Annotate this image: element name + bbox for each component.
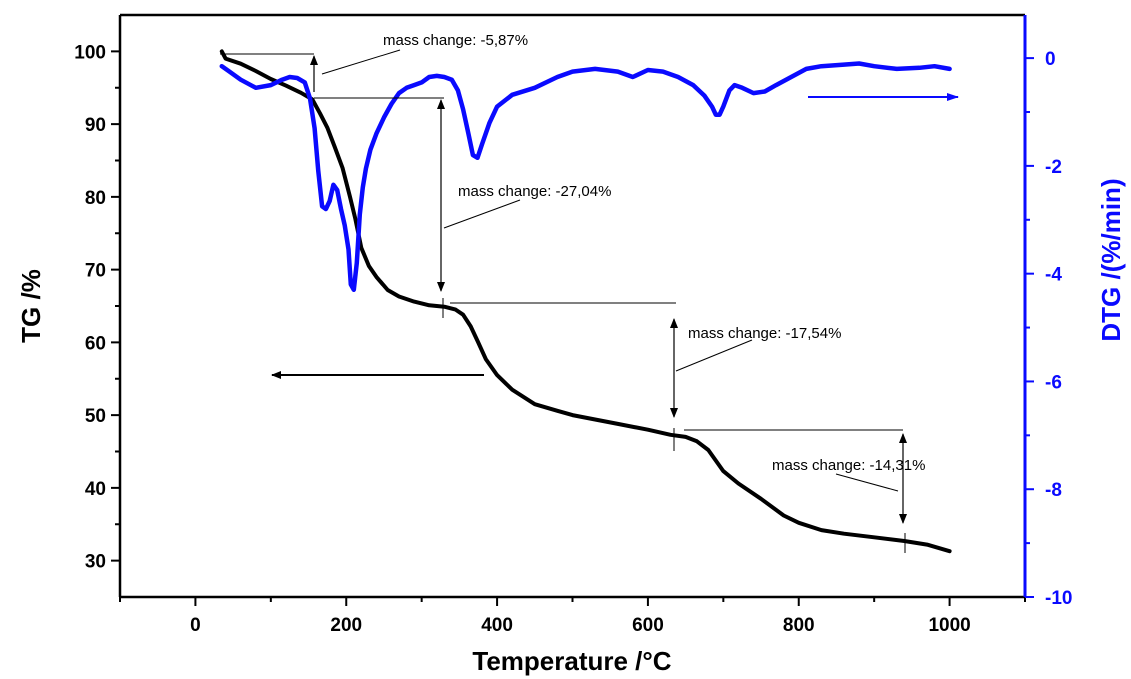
x-axis-ticks: 0 200 400 600 800 1000: [119, 597, 1026, 636]
y-left-tick-label: 70: [85, 261, 106, 282]
right-axis-ticks: 0 -2 -4 -6 -8 -10: [1025, 49, 1072, 609]
x-tick-label: 0: [190, 615, 201, 636]
x-tick-label: 1000: [928, 615, 970, 636]
x-tick-label: 200: [330, 615, 362, 636]
leader-line: [443, 199, 521, 229]
annotation-label: mass change: -5,87%: [383, 32, 528, 49]
left-axis-title: TG /%: [16, 269, 46, 343]
y-left-tick-label: 50: [85, 406, 106, 427]
x-tick-label: 800: [783, 615, 815, 636]
plot-area: [118, 13, 1027, 599]
leader-line: [675, 339, 753, 372]
annotation-label: mass change: -14,31%: [772, 457, 925, 474]
y-left-tick-label: 80: [85, 188, 106, 209]
dtg-curve: [219, 61, 952, 293]
leader-line: [835, 473, 899, 492]
annotation-labels: mass change: -5,87% mass change: -27,04%…: [383, 32, 925, 474]
y-left-tick-label: 40: [85, 479, 106, 500]
x-tick-label: 600: [632, 615, 664, 636]
y-left-tick-label: 90: [85, 115, 106, 136]
annotation-label: mass change: -17,54%: [688, 325, 841, 342]
y-left-tick-label: 60: [85, 333, 106, 354]
y-right-tick-label: -6: [1045, 372, 1062, 393]
leader-line: [321, 49, 401, 75]
y-right-tick-label: -8: [1045, 480, 1062, 501]
annotation-guides: [220, 49, 959, 553]
series-group: [219, 49, 952, 554]
annotation-label: mass change: -27,04%: [458, 183, 611, 200]
y-right-tick-label: -4: [1045, 265, 1062, 286]
x-axis-title: Temperature /°C: [472, 646, 671, 676]
y-right-tick-label: -2: [1045, 157, 1062, 178]
y-left-tick-label: 100: [74, 42, 106, 63]
x-tick-label: 400: [481, 615, 513, 636]
right-axis-title: DTG /(%/min): [1096, 178, 1126, 341]
left-axis-ticks: 30 40 50 60 70 80 90 100: [74, 42, 120, 573]
y-left-tick-label: 30: [85, 552, 106, 573]
y-right-tick-label: 0: [1045, 49, 1056, 70]
tg-curve: [219, 49, 952, 554]
y-right-tick-label: -10: [1045, 588, 1072, 609]
